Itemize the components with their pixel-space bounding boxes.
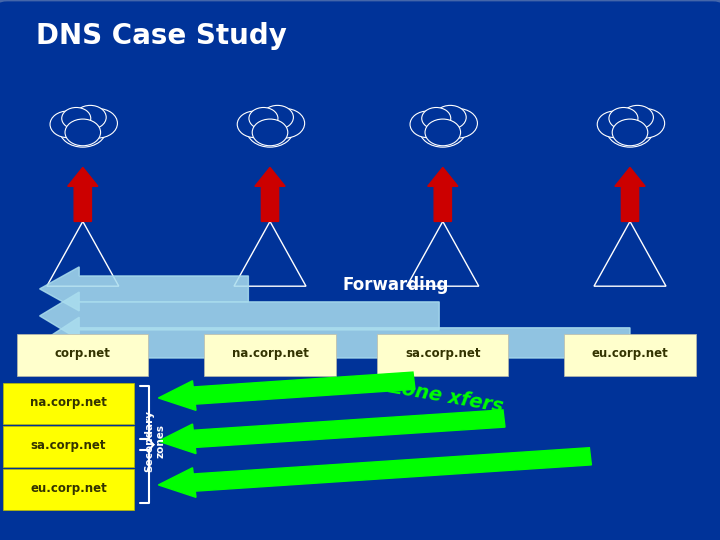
FancyArrow shape	[158, 372, 415, 410]
Circle shape	[422, 107, 451, 129]
Text: sa.corp.net: sa.corp.net	[31, 439, 106, 452]
Text: Zone xfers: Zone xfers	[387, 377, 505, 416]
Circle shape	[612, 119, 648, 146]
Circle shape	[625, 109, 665, 138]
FancyBboxPatch shape	[377, 334, 508, 376]
Circle shape	[410, 111, 446, 138]
Circle shape	[238, 111, 273, 138]
FancyBboxPatch shape	[3, 426, 134, 467]
Circle shape	[419, 112, 467, 147]
FancyArrow shape	[158, 448, 591, 497]
Circle shape	[598, 111, 633, 138]
Text: sa.corp.net: sa.corp.net	[405, 347, 480, 360]
Text: DNS Case Study: DNS Case Study	[36, 22, 287, 50]
Circle shape	[261, 105, 294, 129]
Text: Secondary
zones: Secondary zones	[144, 410, 166, 472]
FancyArrow shape	[40, 267, 248, 311]
Circle shape	[59, 112, 107, 147]
Circle shape	[606, 112, 654, 147]
Circle shape	[249, 107, 278, 129]
FancyArrow shape	[255, 167, 285, 221]
Circle shape	[252, 119, 288, 146]
FancyBboxPatch shape	[3, 383, 134, 424]
FancyArrow shape	[158, 410, 505, 454]
Text: Forwarding: Forwarding	[343, 276, 449, 294]
Circle shape	[621, 105, 654, 129]
FancyBboxPatch shape	[204, 334, 336, 376]
FancyBboxPatch shape	[3, 469, 134, 510]
Circle shape	[438, 109, 477, 138]
FancyArrow shape	[68, 167, 98, 221]
Text: corp.net: corp.net	[55, 347, 111, 360]
Circle shape	[246, 112, 294, 147]
Circle shape	[78, 109, 117, 138]
Circle shape	[434, 105, 467, 129]
Circle shape	[62, 107, 91, 129]
Circle shape	[74, 105, 107, 129]
FancyBboxPatch shape	[17, 334, 148, 376]
FancyArrow shape	[615, 167, 645, 221]
Text: na.corp.net: na.corp.net	[232, 347, 308, 360]
Text: eu.corp.net: eu.corp.net	[592, 347, 668, 360]
FancyBboxPatch shape	[564, 334, 696, 376]
FancyArrow shape	[40, 317, 630, 369]
Circle shape	[609, 107, 638, 129]
Circle shape	[425, 119, 461, 146]
Text: na.corp.net: na.corp.net	[30, 396, 107, 409]
Text: eu.corp.net: eu.corp.net	[30, 482, 107, 495]
Circle shape	[50, 111, 86, 138]
FancyArrow shape	[40, 292, 439, 340]
FancyArrow shape	[428, 167, 458, 221]
Circle shape	[65, 119, 101, 146]
Circle shape	[265, 109, 305, 138]
